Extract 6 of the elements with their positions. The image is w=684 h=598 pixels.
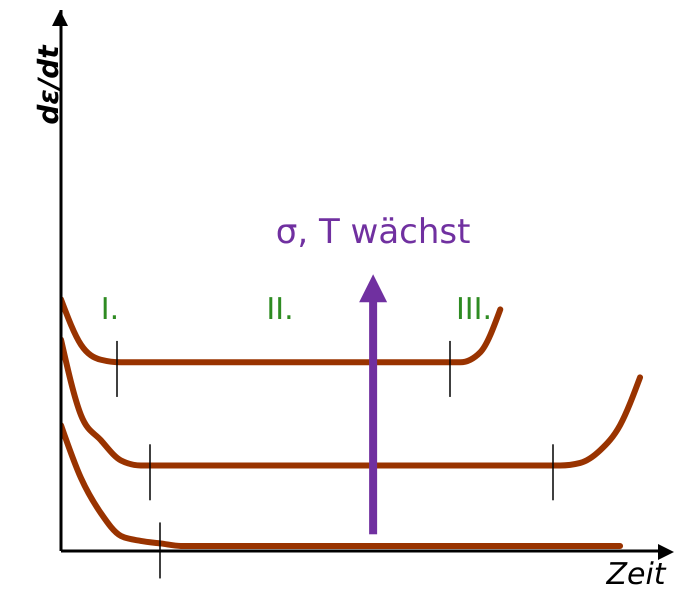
x-axis-title: Zeit xyxy=(605,557,667,592)
annotation: II. xyxy=(266,292,294,327)
annotation: III. xyxy=(456,292,492,327)
text: σ, T wächst xyxy=(276,212,470,252)
text: dε/dt xyxy=(32,44,65,125)
annotation: I. xyxy=(100,292,120,327)
